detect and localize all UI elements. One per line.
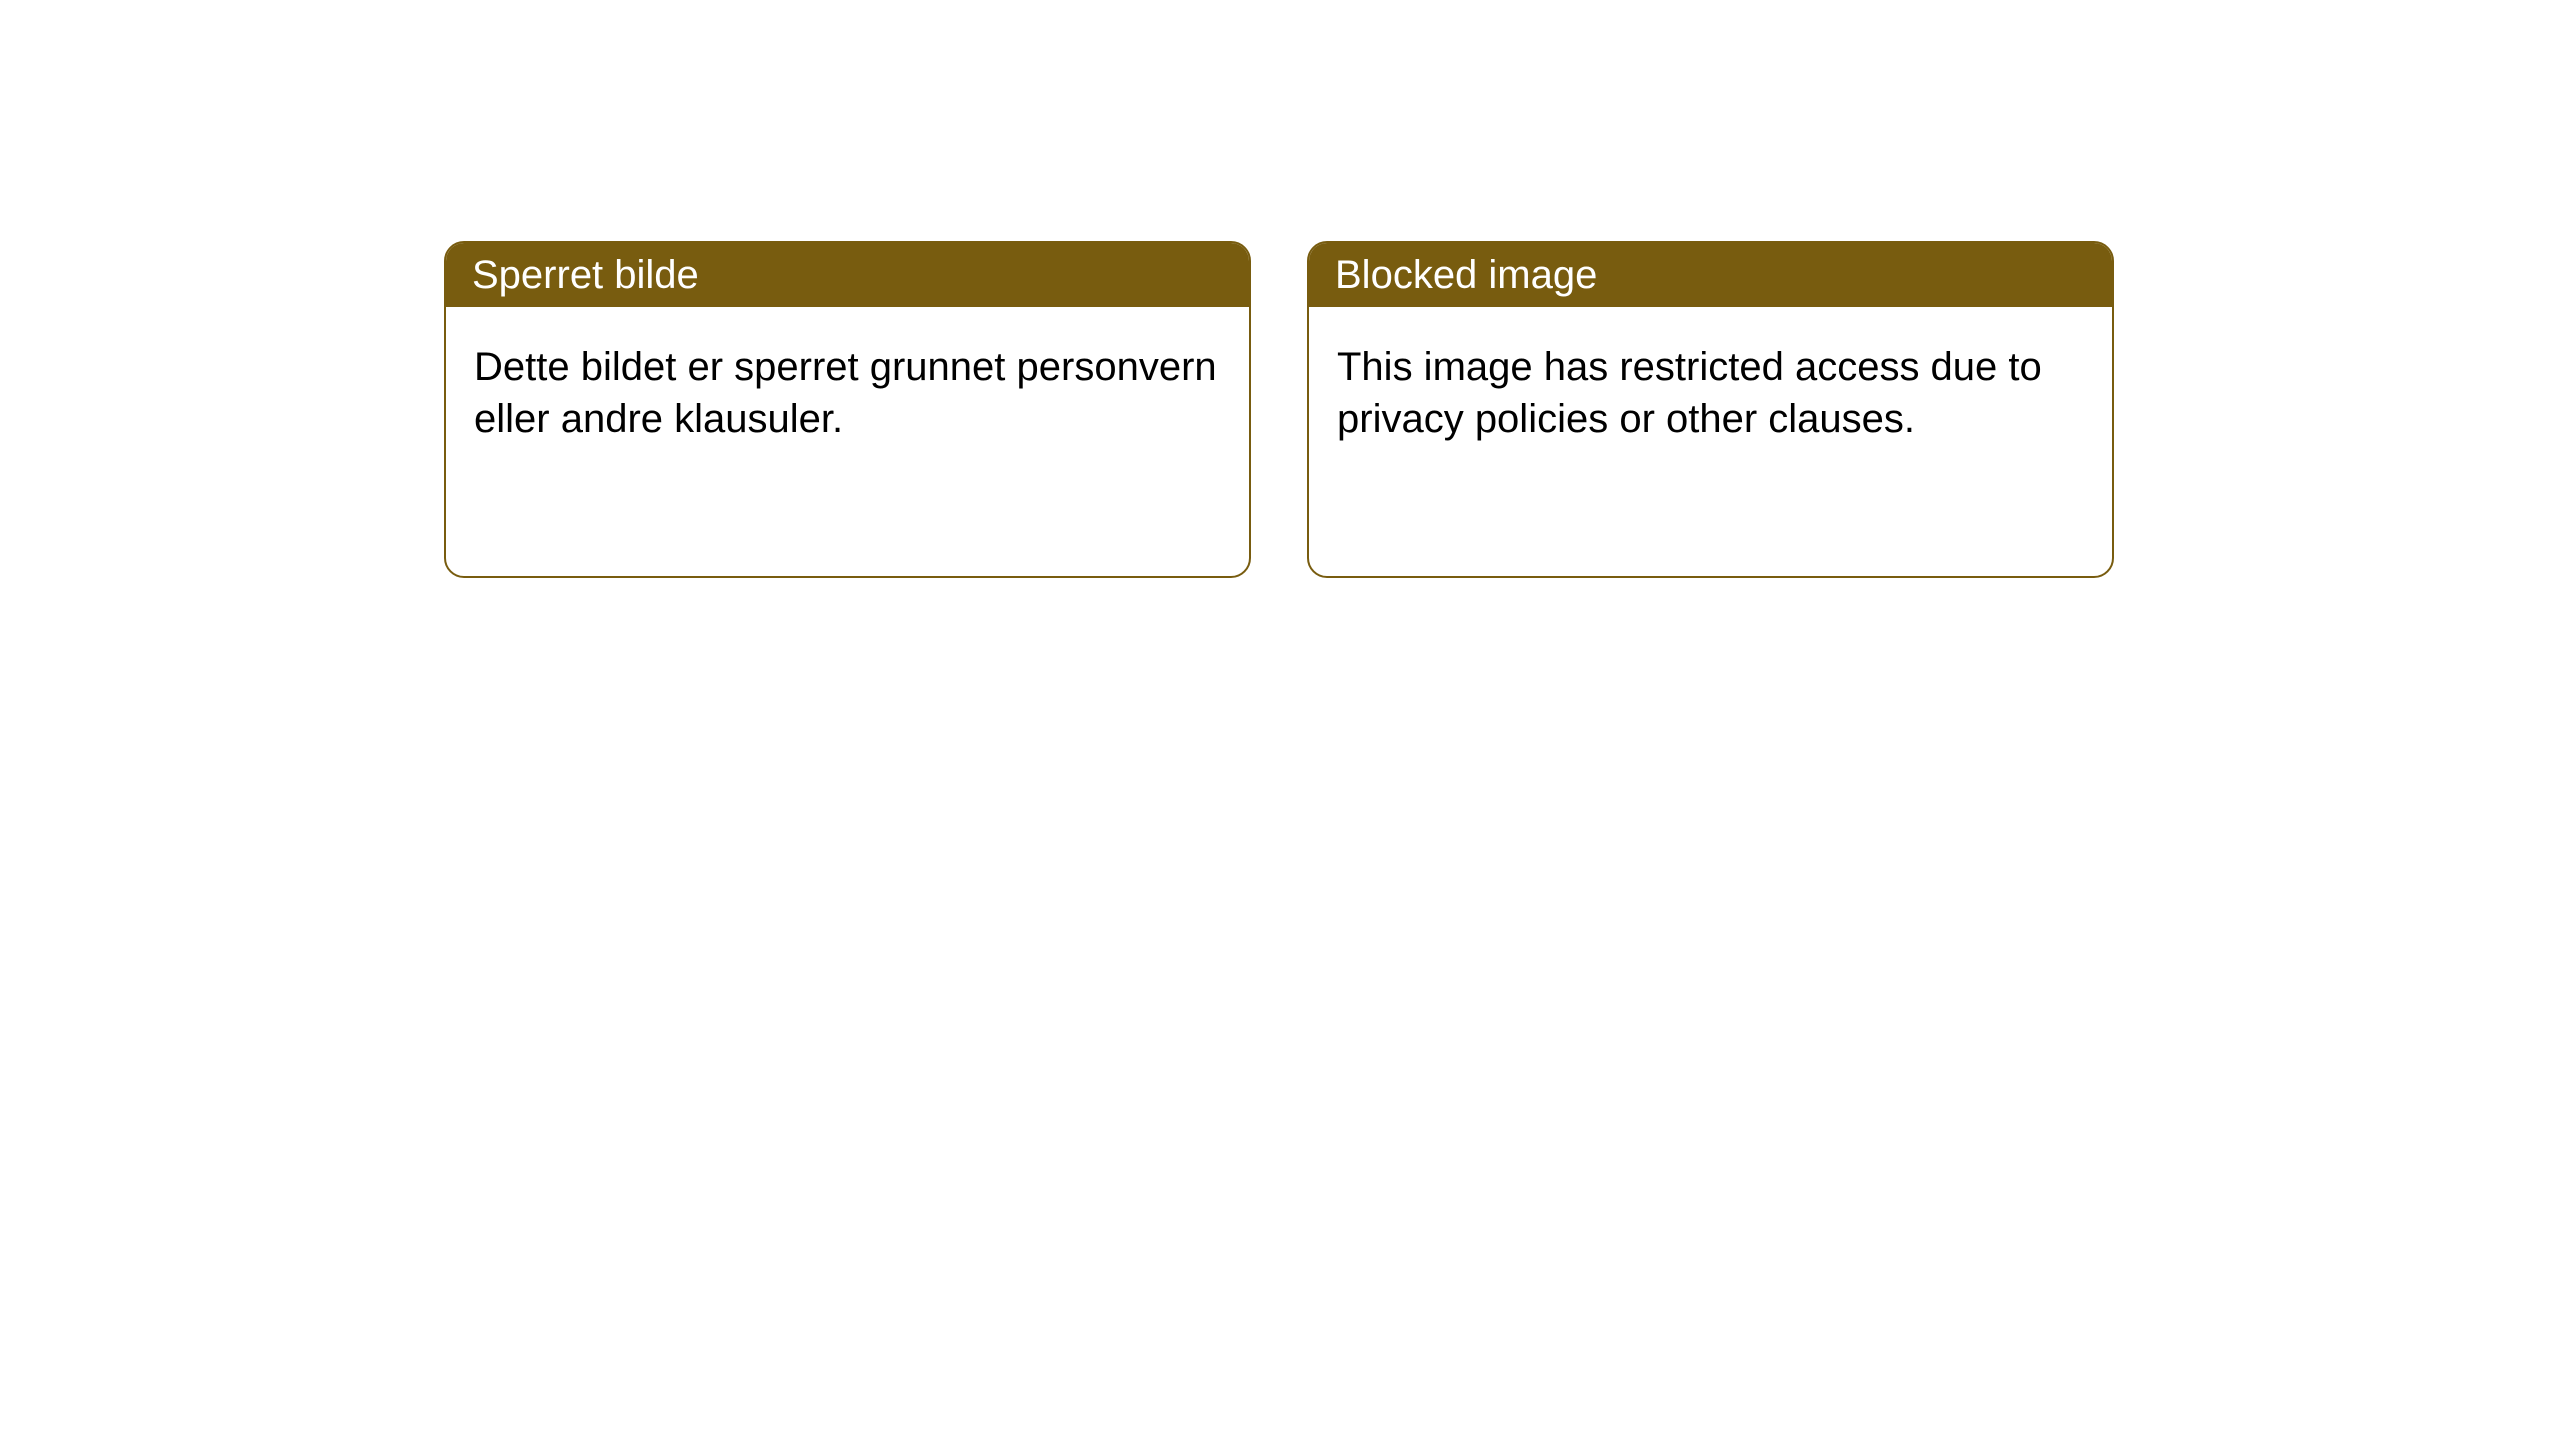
card-header-english: Blocked image — [1309, 243, 2112, 307]
card-body-text-english: This image has restricted access due to … — [1337, 345, 2042, 441]
card-header-norwegian: Sperret bilde — [446, 243, 1249, 307]
notice-card-norwegian: Sperret bilde Dette bildet er sperret gr… — [444, 241, 1251, 578]
card-body-text-norwegian: Dette bildet er sperret grunnet personve… — [474, 345, 1217, 441]
card-body-english: This image has restricted access due to … — [1309, 307, 2112, 479]
card-body-norwegian: Dette bildet er sperret grunnet personve… — [446, 307, 1249, 479]
notice-card-english: Blocked image This image has restricted … — [1307, 241, 2114, 578]
notice-cards-container: Sperret bilde Dette bildet er sperret gr… — [0, 0, 2560, 578]
card-title-english: Blocked image — [1335, 253, 1597, 297]
card-title-norwegian: Sperret bilde — [472, 253, 699, 297]
